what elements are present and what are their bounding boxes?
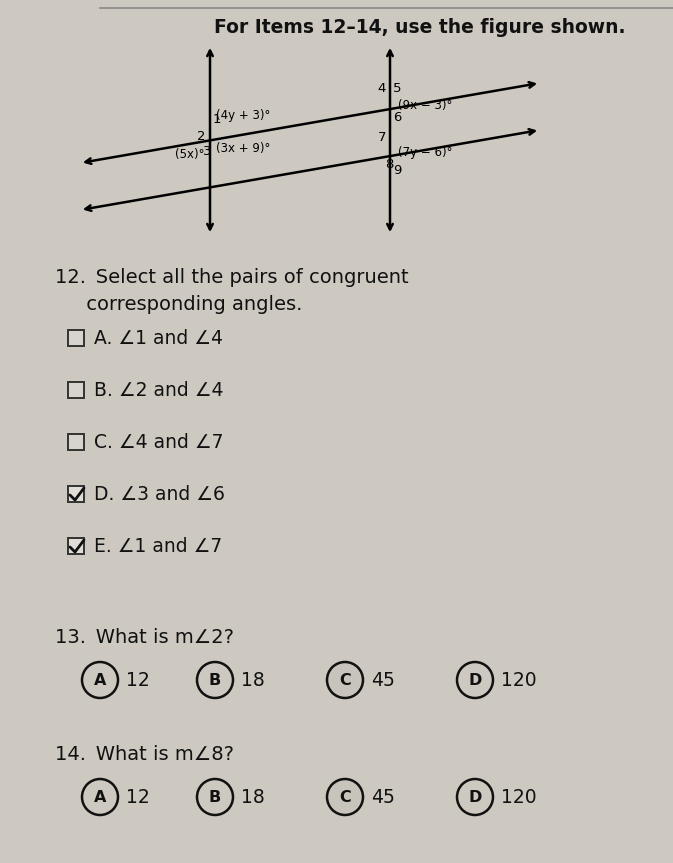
Text: 14. What is m∠8?: 14. What is m∠8? — [55, 745, 234, 764]
Text: 12: 12 — [126, 671, 150, 690]
Text: A: A — [94, 672, 106, 688]
Bar — [68, 486, 84, 502]
Text: 120: 120 — [501, 671, 536, 690]
Circle shape — [327, 779, 363, 815]
Text: 45: 45 — [371, 671, 395, 690]
Text: C: C — [339, 672, 351, 688]
Text: (7y − 6)°: (7y − 6)° — [398, 146, 452, 159]
Text: 1: 1 — [213, 113, 221, 126]
Text: 45: 45 — [371, 788, 395, 807]
Text: (9x − 3)°: (9x − 3)° — [398, 98, 452, 111]
Text: (5x)°: (5x)° — [174, 148, 204, 161]
Text: E. ∠1 and ∠7: E. ∠1 and ∠7 — [94, 537, 222, 556]
Text: (3x + 9)°: (3x + 9)° — [216, 142, 271, 155]
Circle shape — [457, 779, 493, 815]
Bar — [68, 330, 84, 346]
Text: 12: 12 — [126, 788, 150, 807]
Text: B. ∠2 and ∠4: B. ∠2 and ∠4 — [94, 381, 223, 400]
Text: 6: 6 — [393, 111, 401, 124]
Circle shape — [197, 662, 233, 698]
Bar — [68, 538, 84, 554]
Text: 7: 7 — [378, 131, 386, 144]
Bar — [68, 434, 84, 450]
Text: 13. What is m∠2?: 13. What is m∠2? — [55, 628, 234, 647]
Circle shape — [197, 779, 233, 815]
Text: D. ∠3 and ∠6: D. ∠3 and ∠6 — [94, 484, 225, 503]
Text: D: D — [468, 672, 482, 688]
Circle shape — [82, 662, 118, 698]
Circle shape — [327, 662, 363, 698]
Text: 12. Select all the pairs of congruent
     corresponding angles.: 12. Select all the pairs of congruent co… — [55, 268, 409, 313]
Text: A. ∠1 and ∠4: A. ∠1 and ∠4 — [94, 329, 223, 348]
Text: 9: 9 — [393, 164, 401, 177]
Text: 120: 120 — [501, 788, 536, 807]
Text: C: C — [339, 790, 351, 804]
Text: 4: 4 — [378, 82, 386, 95]
Text: 18: 18 — [241, 671, 264, 690]
Text: D: D — [468, 790, 482, 804]
Circle shape — [82, 779, 118, 815]
Text: C. ∠4 and ∠7: C. ∠4 and ∠7 — [94, 432, 223, 451]
Text: B: B — [209, 790, 221, 804]
Text: 8: 8 — [385, 158, 393, 171]
Text: 2: 2 — [197, 130, 205, 143]
Text: A: A — [94, 790, 106, 804]
Text: B: B — [209, 672, 221, 688]
Circle shape — [457, 662, 493, 698]
Text: For Items 12–14, use the figure shown.: For Items 12–14, use the figure shown. — [214, 18, 626, 37]
Bar — [68, 382, 84, 398]
Text: 18: 18 — [241, 788, 264, 807]
Text: 5: 5 — [393, 82, 402, 95]
Text: 3: 3 — [203, 145, 211, 159]
Text: (4y + 3)°: (4y + 3)° — [216, 110, 271, 123]
